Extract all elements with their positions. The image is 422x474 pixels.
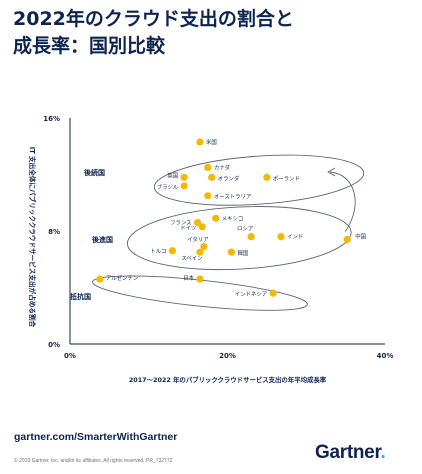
group-ellipse xyxy=(127,206,352,271)
point-label: メキシコ xyxy=(222,215,244,222)
point-label: ドイツ xyxy=(180,226,196,232)
data-point xyxy=(277,233,285,241)
chart-axes: 0% 20% 40% 0% 8% 16% 2017～2022 年のパブリッククラウドサービス… xyxy=(28,115,393,384)
point-label: ロシア xyxy=(237,226,253,233)
data-point xyxy=(196,275,204,283)
point-label: オーストラリア xyxy=(214,194,251,201)
data-point xyxy=(196,138,204,146)
point-label: カナダ xyxy=(214,163,231,171)
y-tick-label: 16% xyxy=(43,115,60,123)
gartner-logo: Gartner. xyxy=(315,442,386,464)
data-point xyxy=(227,248,236,256)
x-axis-title: 2017～2022 年のパブリッククラウドサービス支出の年平均成長率 xyxy=(129,375,327,384)
data-point xyxy=(168,247,176,255)
group-label: 抵抗国 xyxy=(70,292,91,301)
title-line-1: 2022年のクラウド支出の割合と xyxy=(13,8,294,30)
arrow-curve xyxy=(329,171,356,232)
data-point xyxy=(200,242,208,251)
data-point xyxy=(263,173,271,181)
point-label: ポーランド xyxy=(273,174,300,182)
data-point xyxy=(208,173,216,181)
logo-dot: . xyxy=(380,442,386,463)
point-label: トルコ xyxy=(150,248,166,255)
x-tick-label: 40% xyxy=(377,352,394,360)
point-label: 英国 xyxy=(167,171,178,179)
data-point xyxy=(180,182,188,190)
data-point xyxy=(193,218,202,227)
point-label: 日本 xyxy=(183,274,194,282)
group-ellipse xyxy=(153,154,365,206)
point-label: 韓国 xyxy=(237,249,248,257)
y-tick-label: 0% xyxy=(48,341,60,349)
group-label: 後進国 xyxy=(91,235,113,244)
data-point xyxy=(247,233,255,241)
point-label: スペイン xyxy=(181,255,202,262)
data-point xyxy=(212,214,220,222)
y-tick-label: 8% xyxy=(48,228,60,236)
logo-text: Gartner xyxy=(315,442,381,463)
arrow-head xyxy=(327,167,336,177)
point-label: インド xyxy=(287,235,303,241)
data-point xyxy=(269,289,277,297)
point-label: オランダ xyxy=(218,174,240,182)
x-tick-label: 20% xyxy=(219,352,236,360)
point-label: フランス xyxy=(170,220,191,227)
data-point xyxy=(96,275,104,283)
footer-link[interactable]: gartner.com/SmarterWithGartner xyxy=(14,431,178,443)
group-label: 後続国 xyxy=(83,168,105,177)
point-label: ブラジル xyxy=(157,183,179,191)
data-point xyxy=(343,235,351,244)
data-point xyxy=(198,223,206,231)
point-label: インドネシア xyxy=(235,291,267,298)
data-point xyxy=(204,192,212,200)
data-point xyxy=(196,248,204,256)
point-label: アルゼンチン xyxy=(106,274,138,282)
x-tick-label: 0% xyxy=(64,352,76,360)
y-axis-title: IT 支出全体にパブリッククラウドサービス支出が占める割合 xyxy=(28,147,37,328)
data-point xyxy=(180,173,188,181)
point-label: 中国 xyxy=(355,232,366,240)
data-point xyxy=(204,163,212,172)
chart-title: 2022年のクラウド支出の割合と 成長率：国別比較 xyxy=(13,6,413,60)
copyright-text: © 2019 Gartner, Inc. and/or its affiliat… xyxy=(14,458,173,464)
point-label: 米国 xyxy=(206,138,217,146)
point-label: イタリア xyxy=(187,236,208,244)
title-line-2: 成長率：国別比較 xyxy=(13,35,166,57)
